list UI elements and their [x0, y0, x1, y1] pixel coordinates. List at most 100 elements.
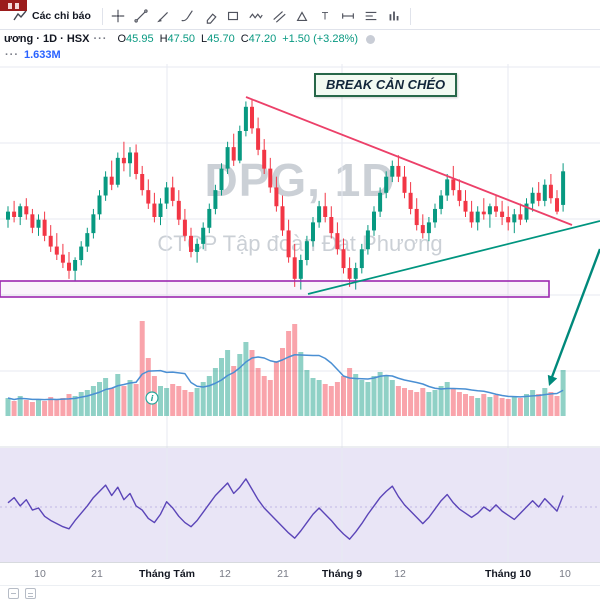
- time-axis[interactable]: 10 21 Tháng Tám 12 21 Tháng 9 12 Tháng 10 10: [0, 562, 600, 585]
- indicators-button[interactable]: Các chỉ báo: [6, 5, 98, 27]
- rsi-panel-bg: [0, 448, 600, 562]
- svg-text:T: T: [322, 11, 329, 23]
- tool-brush[interactable]: [176, 5, 199, 27]
- candle-body: [79, 246, 84, 260]
- breakout-arrow[interactable]: [550, 248, 600, 378]
- candle-body: [542, 184, 547, 201]
- volume-bar: [341, 376, 346, 416]
- tool-bars-pattern[interactable]: [383, 5, 406, 27]
- brush-icon: [181, 10, 194, 22]
- candle-body: [329, 217, 334, 234]
- volume-bar: [402, 388, 407, 416]
- axis-day-label: 10: [559, 568, 571, 580]
- volume-bar: [90, 386, 96, 416]
- volume-bar: [389, 380, 395, 416]
- breakout-arrow-head[interactable]: [547, 374, 558, 386]
- indicators-label: Các chỉ báo: [32, 10, 91, 22]
- trendline-up[interactable]: [307, 220, 600, 295]
- info-marker[interactable]: [145, 391, 159, 405]
- support-zone[interactable]: [0, 280, 550, 298]
- trendline-down[interactable]: [245, 96, 573, 226]
- volume-bar: [286, 331, 292, 416]
- symbol-title[interactable]: ương · 1D · HSX: [4, 33, 90, 45]
- pencil-icon: [157, 12, 169, 23]
- candle-body: [189, 235, 193, 252]
- volume-bar: [127, 380, 133, 416]
- axis-month-label: Tháng 10: [484, 568, 532, 580]
- tool-channel[interactable]: [268, 5, 291, 27]
- tool-pencil[interactable]: [153, 5, 176, 27]
- candle-body: [463, 200, 468, 212]
- tool-shapes[interactable]: [222, 5, 245, 27]
- tool-text[interactable]: T: [314, 5, 337, 27]
- volume-bar: [176, 386, 182, 416]
- candle-body: [237, 131, 242, 161]
- volume-bar: [243, 342, 249, 416]
- volume-bar: [219, 358, 224, 416]
- candle-body: [182, 219, 187, 236]
- volume-bar: [414, 392, 420, 416]
- volume-bar: [310, 378, 316, 416]
- volume-bar: [194, 388, 200, 416]
- candle-body: [54, 246, 59, 255]
- tool-eraser[interactable]: [199, 5, 222, 27]
- tool-triangle[interactable]: [291, 5, 314, 27]
- tool-trend-line[interactable]: [130, 5, 153, 27]
- window-badge[interactable]: [0, 0, 27, 11]
- breakout-label[interactable]: BREAK CẢN CHÉO: [314, 73, 458, 97]
- candle-body: [268, 168, 273, 188]
- candle-body: [97, 195, 102, 215]
- legend-toggle-button[interactable]: [366, 34, 376, 44]
- volume-bar: [292, 324, 298, 416]
- volume-bar: [54, 400, 60, 416]
- top-toolbar: Các chỉ báo: [0, 0, 600, 30]
- high-label: H: [159, 33, 168, 45]
- candle-body: [286, 230, 291, 258]
- tool-lines[interactable]: [360, 5, 383, 27]
- toolbar-separator: [409, 8, 411, 25]
- volume-bar: [97, 382, 102, 416]
- candle-body: [524, 203, 529, 220]
- candle-body: [67, 262, 71, 271]
- volume-bar: [145, 358, 151, 416]
- volume-bar: [78, 392, 84, 416]
- candle-body: [317, 206, 322, 223]
- candle-body: [140, 174, 145, 191]
- volume-bar: [280, 348, 285, 416]
- candle-body: [213, 190, 218, 209]
- candle-body: [396, 165, 401, 177]
- volume-bar: [249, 350, 255, 416]
- volume-bar: [115, 374, 121, 416]
- volume-bar: [353, 374, 359, 416]
- volume-bar: [273, 361, 279, 416]
- candle-body: [457, 190, 462, 201]
- tool-crosshair[interactable]: [107, 5, 130, 27]
- volume-bar: [139, 321, 145, 416]
- candle-body: [555, 198, 559, 212]
- volume-bar: [505, 399, 511, 416]
- candle-body: [530, 192, 535, 204]
- axis-day-label: 21: [91, 568, 103, 580]
- candle-body: [365, 230, 370, 250]
- candle-body: [262, 149, 267, 169]
- bottom-toolbar: [0, 585, 600, 600]
- candle-body: [219, 168, 224, 191]
- high-value: 47.50: [167, 33, 196, 45]
- timezone-icon[interactable]: [25, 587, 36, 599]
- volume-legend-more[interactable]: ···: [5, 49, 19, 61]
- change-value: +1.50 (+3.28%): [282, 33, 359, 45]
- go-to-date-icon[interactable]: [8, 587, 19, 599]
- candle-body: [91, 214, 96, 234]
- candle-body: [426, 222, 431, 234]
- candle-body: [384, 176, 389, 193]
- legend-more-button[interactable]: ···: [93, 33, 108, 45]
- candle-body: [195, 243, 200, 252]
- tool-measure[interactable]: [337, 5, 360, 27]
- channel-icon: [273, 11, 287, 23]
- volume-bar: [200, 382, 206, 416]
- measure-icon: [342, 13, 355, 19]
- candle-body: [311, 222, 315, 242]
- tool-wave[interactable]: [245, 5, 268, 27]
- info-marker-text: i: [151, 394, 154, 403]
